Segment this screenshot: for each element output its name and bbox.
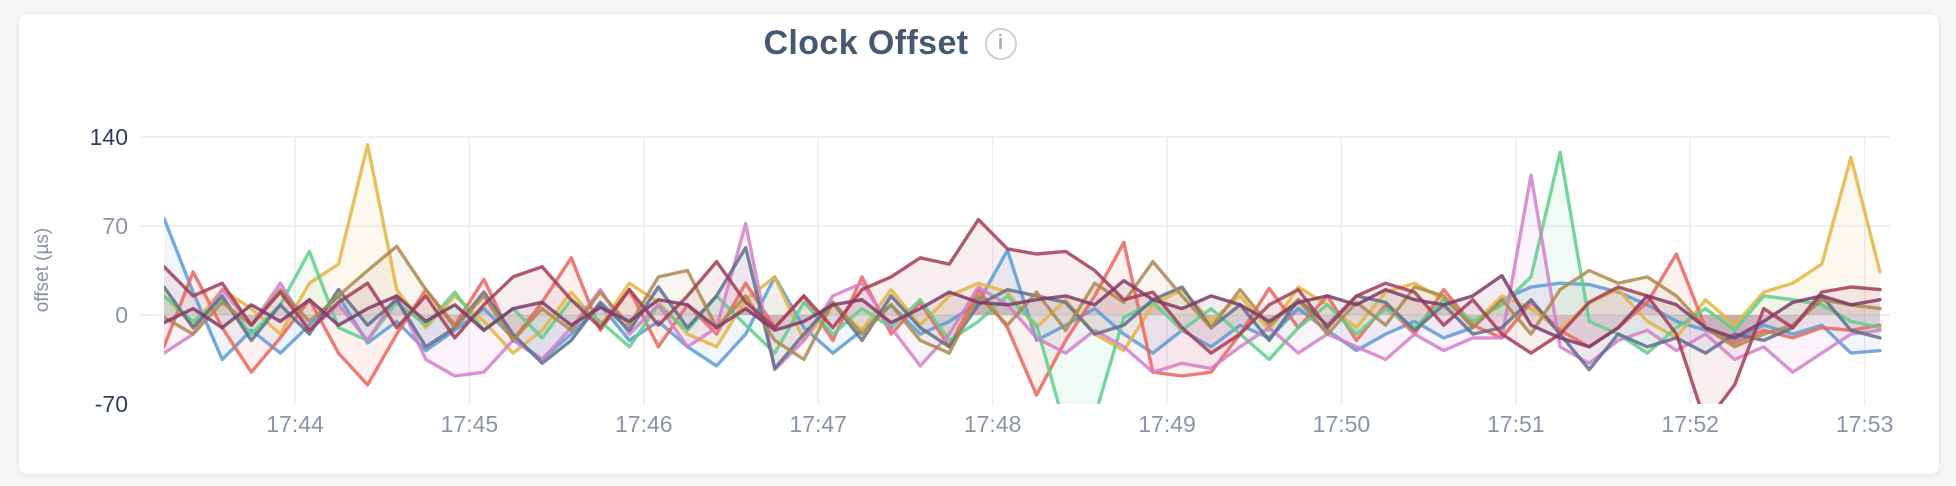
series-area-5	[164, 175, 1880, 376]
x-tick-label: 17:45	[441, 411, 499, 437]
x-tick-label: 17:44	[266, 411, 324, 437]
x-tick-label: 17:47	[789, 411, 847, 437]
series-line-7	[164, 244, 1882, 362]
chart-header: Clock Offset i	[0, 24, 1780, 63]
chart-card	[18, 13, 1940, 475]
series-lines	[164, 142, 1882, 404]
x-tick-label: 17:48	[964, 411, 1022, 437]
info-icon[interactable]: i	[984, 27, 1017, 60]
x-axis-labels: 17:44 17:45 17:46 17:47 17:48 17:49 17:50 17:51…	[266, 411, 1893, 437]
series-line-5	[164, 173, 1882, 378]
y-tick-label: 0	[115, 302, 128, 328]
y-tick-label: -70	[95, 391, 128, 417]
series-area-4	[164, 152, 1880, 404]
x-tick-label: 17:52	[1661, 411, 1719, 437]
series-line-9	[164, 273, 1882, 349]
x-tick-label: 17:53	[1836, 411, 1894, 437]
x-tick-label: 17:46	[615, 411, 673, 437]
y-axis-labels: 140 70 0 -70	[90, 124, 128, 417]
y-tick-label: 70	[102, 213, 128, 239]
x-tick-label: 17:50	[1313, 411, 1371, 437]
y-axis-title: offset (µs)	[32, 228, 53, 313]
chart-title: Clock Offset	[763, 24, 969, 62]
x-tick-label: 17:51	[1487, 411, 1545, 437]
gridlines	[140, 136, 1890, 404]
series-line-8	[164, 217, 1882, 404]
y-tick-label: 140	[90, 124, 128, 150]
series-area-1	[164, 218, 1880, 366]
x-tick-label: 17:49	[1138, 411, 1196, 437]
